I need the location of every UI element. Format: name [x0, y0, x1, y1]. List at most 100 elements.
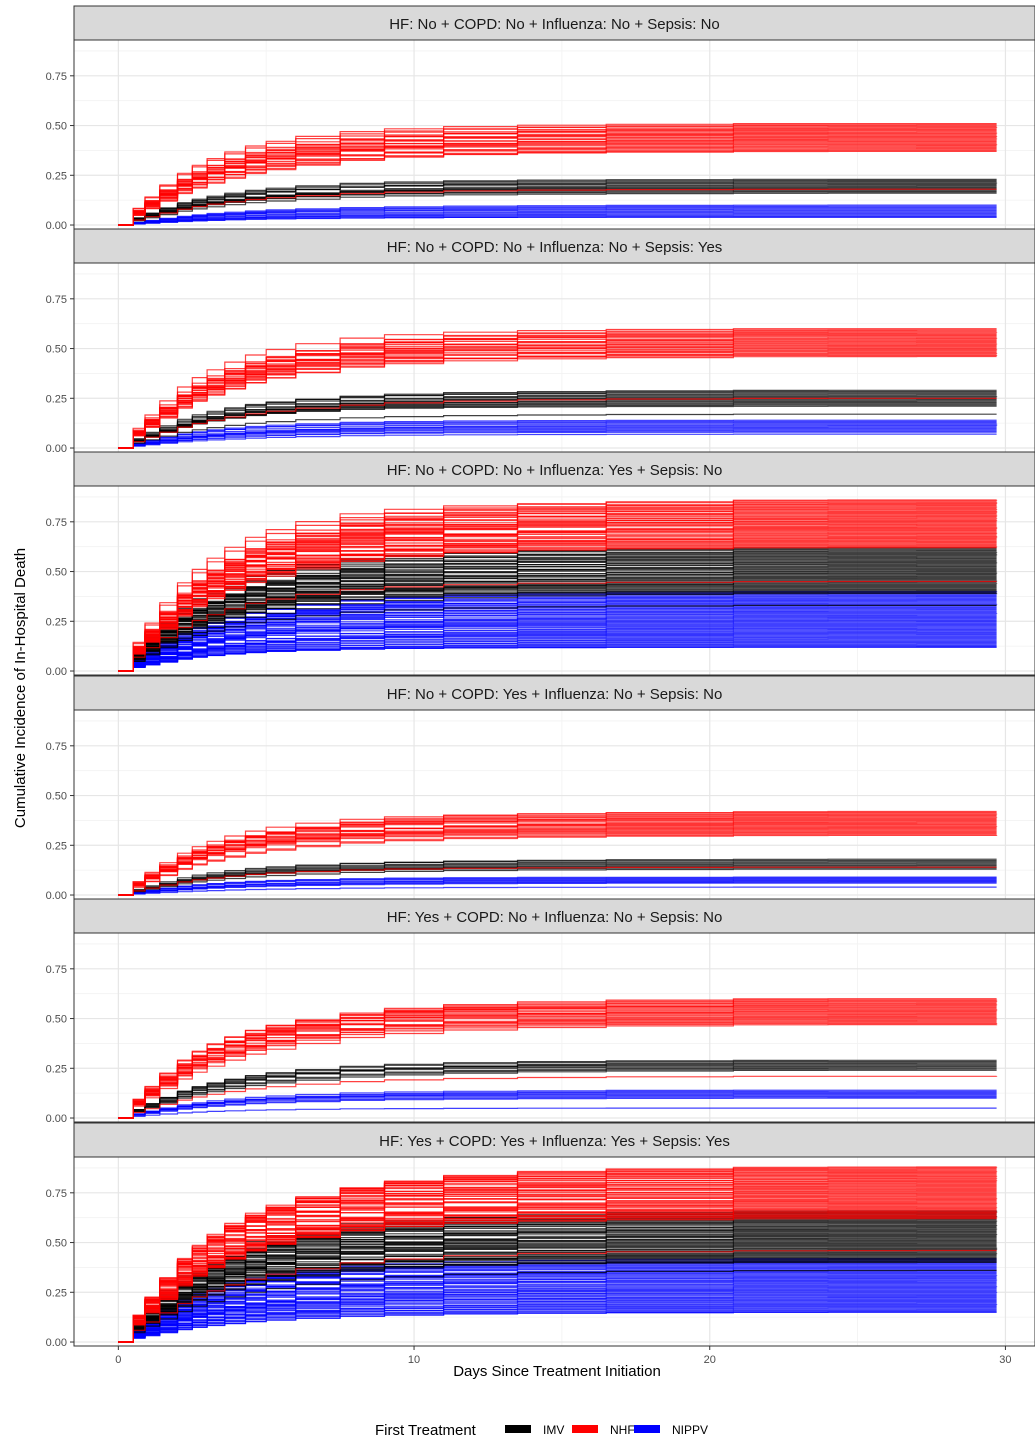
y-tick-label: 0.25: [46, 840, 67, 852]
curve-nhf: [118, 145, 997, 226]
curve-nhf: [118, 1169, 997, 1343]
curve-nhf: [118, 501, 998, 672]
curve-nippv: [118, 598, 997, 672]
curve-nhf: [118, 1022, 998, 1119]
y-tick-label: 0.00: [46, 443, 67, 455]
curve-nippv: [118, 1311, 997, 1343]
y-tick-label: 0.00: [46, 1337, 67, 1349]
curve-imv: [118, 395, 998, 449]
curve-nhf: [118, 1177, 998, 1343]
curve-imv: [118, 1228, 998, 1343]
curve-nhf: [118, 188, 997, 226]
y-tick-label: 0.75: [46, 741, 67, 753]
curve-nhf: [118, 1249, 997, 1343]
curve-nhf: [118, 821, 997, 896]
legend-key-nippv: [634, 1425, 660, 1433]
legend-title: First Treatment: [375, 1422, 477, 1437]
panel-border: [73, 485, 1035, 676]
curve-nhf: [118, 1020, 997, 1119]
curve-nhf: [118, 525, 997, 672]
curve-nhf: [118, 580, 997, 672]
curve-nhf: [118, 332, 997, 449]
curve-nhf: [118, 1166, 998, 1343]
y-tick-label: 0.75: [46, 294, 67, 306]
curve-nhf: [118, 1009, 998, 1119]
curve-nhf: [118, 546, 998, 672]
curve-imv: [118, 604, 997, 672]
curve-nhf: [118, 352, 998, 449]
curve-nhf: [118, 1174, 997, 1343]
curve-imv: [118, 1224, 998, 1343]
curve-nippv: [118, 1107, 997, 1119]
legend-key-nhf: [572, 1425, 598, 1433]
curve-nhf: [118, 397, 997, 449]
x-axis-title: Days Since Treatment Initiation: [453, 1363, 661, 1380]
facet-strip: [73, 675, 1035, 711]
curve-nhf: [118, 148, 997, 226]
legend-key-imv: [505, 1425, 531, 1433]
curve-imv: [118, 592, 998, 672]
y-tick-label: 0.75: [46, 1188, 67, 1200]
curve-nhf: [118, 999, 998, 1119]
curve-nhf: [118, 349, 998, 449]
curve-nippv: [118, 1295, 997, 1343]
curve-nhf: [118, 1015, 997, 1119]
y-tick-label: 0.25: [46, 1063, 67, 1075]
curve-nhf: [118, 338, 997, 449]
series-curves: [118, 998, 998, 1119]
curve-nippv: [118, 646, 997, 672]
curve-nhf: [118, 337, 998, 449]
curve-nippv: [118, 1285, 998, 1343]
y-tick-label: 0.50: [46, 791, 67, 803]
facet-strip-label: HF: No + COPD: No + Influenza: Yes + Sep…: [387, 462, 723, 479]
series-curves: [118, 1166, 998, 1343]
curve-nhf: [118, 810, 997, 896]
y-tick-label: 0.25: [46, 393, 67, 405]
curve-nhf: [118, 328, 997, 449]
y-tick-label: 0.75: [46, 964, 67, 976]
x-tick-label: 0: [115, 1354, 121, 1366]
curve-imv: [118, 570, 997, 672]
series-curves: [118, 810, 998, 896]
curve-nhf: [118, 1208, 997, 1343]
curve-nhf: [118, 1185, 997, 1343]
facet-strip-label: HF: Yes + COPD: No + Influenza: No + Sep…: [387, 909, 723, 926]
facet-strip-label: HF: No + COPD: No + Influenza: No + Seps…: [389, 16, 720, 33]
facet-strip-label: HF: No + COPD: Yes + Influenza: No + Sep…: [387, 686, 723, 703]
curve-imv: [118, 550, 997, 672]
facet-panel: HF: No + COPD: No + Influenza: Yes + Sep…: [46, 451, 1035, 678]
curve-nhf: [118, 816, 998, 896]
panel-background: [74, 710, 1035, 899]
curve-nhf: [118, 1206, 998, 1343]
curve-nhf: [118, 1000, 998, 1119]
curve-nhf: [118, 1168, 997, 1343]
y-tick-label: 0.00: [46, 220, 67, 232]
panel-border: [73, 1156, 1035, 1347]
legend-label-nippv: NIPPV: [672, 1423, 708, 1437]
curve-nhf: [118, 1075, 998, 1119]
curve-imv: [118, 557, 997, 672]
curve-imv: [118, 858, 997, 896]
facet-strip: [73, 228, 1035, 264]
facet-strip: [73, 5, 1035, 41]
curve-nippv: [118, 433, 997, 449]
y-tick-label: 0.00: [46, 890, 67, 902]
curve-nhf: [118, 329, 997, 449]
legend-label-imv: IMV: [543, 1423, 564, 1437]
curve-imv: [118, 560, 997, 672]
curve-nhf: [118, 532, 998, 672]
curve-imv: [118, 1237, 997, 1343]
series-curves: [118, 328, 998, 449]
curve-imv: [118, 1220, 998, 1343]
curve-imv: [118, 1247, 998, 1343]
curve-nhf: [118, 331, 998, 449]
curve-nhf: [118, 1023, 998, 1119]
legend: First Treatment IMV NHF NIPPV: [375, 1422, 708, 1437]
y-tick-label: 0.25: [46, 170, 67, 182]
y-tick-label: 0.50: [46, 344, 67, 356]
curve-imv: [118, 575, 997, 672]
facet-strip: [73, 451, 1035, 487]
y-tick-label: 0.75: [46, 517, 67, 529]
curve-nhf: [118, 1210, 997, 1343]
